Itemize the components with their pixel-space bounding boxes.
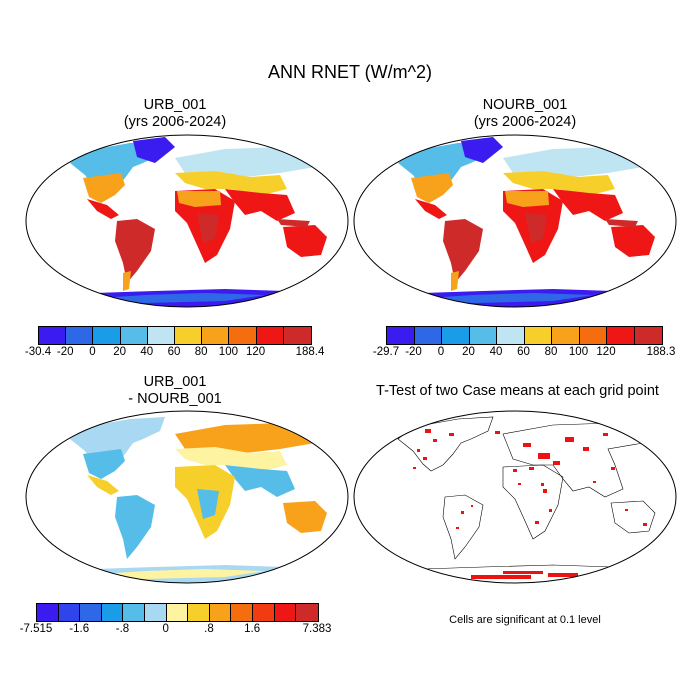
nourb-colorbar-labels: -29.7 -20 0 20 40 60 80 100 120 188.3 [373,346,676,360]
nourb-colorbar-tick-label: 100 [568,346,589,358]
diff-colorbar-swatch [274,604,297,621]
nourb-colorbar-tick-label: -20 [405,346,422,358]
nourb-title-line2: (yrs 2006-2024) [473,114,577,130]
diff-colorbar [36,603,319,622]
nourb-colorbar [386,326,663,345]
urb-colorbar-swatch [147,327,175,344]
nourb-map [353,134,677,308]
diff-colorbar-tick-label: .8 [204,623,214,635]
nourb-panel-title: NOURB_001 (yrs 2006-2024) [375,97,675,131]
nourb-colorbar-tick-label: 80 [544,346,558,358]
diff-map [25,410,349,584]
diff-colorbar-tick-label: -.8 [115,623,130,635]
urb-colorbar-tick-label: 0 [89,346,96,358]
diff-title-line1: URB_001 [143,374,207,390]
urb-colorbar [38,326,312,345]
nourb-colorbar-swatch [497,327,525,344]
diff-colorbar-swatch [166,604,189,621]
urb-colorbar-swatch [120,327,148,344]
diff-colorbar-swatch [123,604,146,621]
urb-title-line1: URB_001 [143,97,207,113]
significance-note: Cells are significant at 0.1 level [449,614,601,626]
urb-colorbar-swatch [283,327,311,344]
diff-colorbar-tick-label: -7.515 [19,623,53,635]
nourb-colorbar-swatch [634,327,662,344]
urb-colorbar-swatch [256,327,284,344]
diff-colorbar-swatch [101,604,124,621]
urb-colorbar-tick-label: 40 [140,346,154,358]
nourb-colorbar-tick-label: 60 [517,346,530,358]
urb-colorbar-tick-label: 100 [218,346,238,358]
urb-colorbar-tick-label: 188.4 [295,346,325,358]
urb-colorbar-tick-label: 120 [246,346,266,358]
nourb-colorbar-tick-label: 0 [437,346,445,358]
diff-colorbar-swatch [37,604,59,621]
nourb-title-line1: NOURB_001 [482,97,568,113]
ttest-panel-title: T-Test of two Case means at each grid po… [376,383,659,399]
urb-colorbar-swatch [229,327,257,344]
urb-panel-title: URB_001 (yrs 2006-2024) [25,97,325,131]
urb-colorbar-swatch [93,327,121,344]
diff-colorbar-swatch [145,604,167,621]
diff-colorbar-swatch [231,604,254,621]
nourb-colorbar-tick-label: 120 [596,346,616,358]
nourb-colorbar-swatch [442,327,470,344]
ttest-map [353,410,677,584]
urb-colorbar-tick-label: 60 [167,346,181,358]
diff-colorbar-tick-label: 0 [162,623,169,635]
urb-colorbar-swatch [39,327,67,344]
nourb-colorbar-swatch [607,327,635,344]
nourb-colorbar-tick-label: -29.7 [372,346,400,358]
nourb-colorbar-tick-label: 20 [462,346,475,358]
diff-panel-title: URB_001 - NOURB_001 [25,374,325,408]
nourb-colorbar-swatch [387,327,415,344]
diff-colorbar-swatch [209,604,232,621]
diff-colorbar-labels: -7.515 -1.6 -.8 0 .8 1.6 7.383 [20,623,332,637]
urb-colorbar-tick-label: 80 [194,346,208,358]
urb-colorbar-swatch [174,327,203,344]
nourb-colorbar-tick-label: 40 [489,346,503,358]
diff-colorbar-swatch [188,604,210,621]
diff-title-line2: - NOURB_001 [128,391,222,407]
nourb-colorbar-swatch [579,327,607,344]
diff-colorbar-tick-label: -1.6 [69,623,90,635]
urb-map [25,134,349,308]
diff-colorbar-swatch [296,604,318,621]
urb-colorbar-labels: -30.4 -20 0 20 40 60 80 100 120 188.4 [25,346,325,360]
urb-colorbar-tick-label: 20 [113,346,126,358]
diff-colorbar-swatch [58,604,81,621]
nourb-colorbar-swatch [552,327,580,344]
diff-colorbar-tick-label: 7.383 [302,623,332,635]
nourb-colorbar-swatch [524,327,552,344]
diff-colorbar-tick-label: 1.6 [244,623,261,635]
urb-colorbar-tick-label: -20 [56,346,74,358]
nourb-colorbar-swatch [414,327,442,344]
urb-title-line2: (yrs 2006-2024) [123,114,227,130]
diff-land-fill [26,417,345,583]
urb-colorbar-swatch [202,327,230,344]
figure-title: ANN RNET (W/m^2) [267,62,433,82]
urb-colorbar-swatch [66,327,94,344]
nourb-colorbar-swatch [469,327,497,344]
diff-colorbar-swatch [253,604,275,621]
urb-colorbar-tick-label: -30.4 [24,346,52,358]
diff-colorbar-swatch [80,604,102,621]
nourb-colorbar-tick-label: 188.3 [646,346,676,358]
